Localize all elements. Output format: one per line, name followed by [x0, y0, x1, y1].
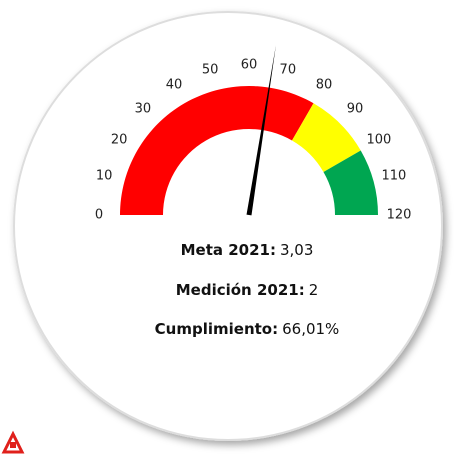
tick-label: 90 [347, 101, 364, 116]
stat-value: 3,03 [280, 241, 313, 259]
tick-label: 120 [387, 208, 412, 223]
stat-label: Medición 2021: [176, 281, 305, 299]
gauge-band [323, 150, 378, 215]
tick-label: 80 [316, 78, 333, 93]
stat-line: Medición 2021: 2 [176, 281, 319, 299]
tick-label: 10 [96, 169, 113, 184]
tick-label: 20 [111, 133, 128, 148]
tick-label: 0 [95, 208, 103, 223]
stat-label: Cumplimiento: [155, 320, 278, 338]
stat-line: Cumplimiento: 66,01% [155, 320, 340, 338]
tick-label: 40 [166, 78, 183, 93]
gauge-band [292, 103, 361, 172]
dial-face [13, 11, 443, 441]
stat-line: Meta 2021: 3,03 [181, 241, 314, 259]
needle [246, 45, 276, 216]
tick-label: 70 [280, 63, 297, 78]
stat-value: 66,01% [282, 320, 339, 338]
tick-label: 110 [381, 169, 406, 184]
stat-value: 2 [309, 281, 319, 299]
tick-label: 50 [202, 63, 219, 78]
logo [1, 430, 25, 454]
tick-label: 30 [135, 101, 152, 116]
tick-label: 60 [241, 58, 258, 73]
tick-label: 100 [366, 133, 391, 148]
stat-label: Meta 2021: [181, 241, 276, 259]
